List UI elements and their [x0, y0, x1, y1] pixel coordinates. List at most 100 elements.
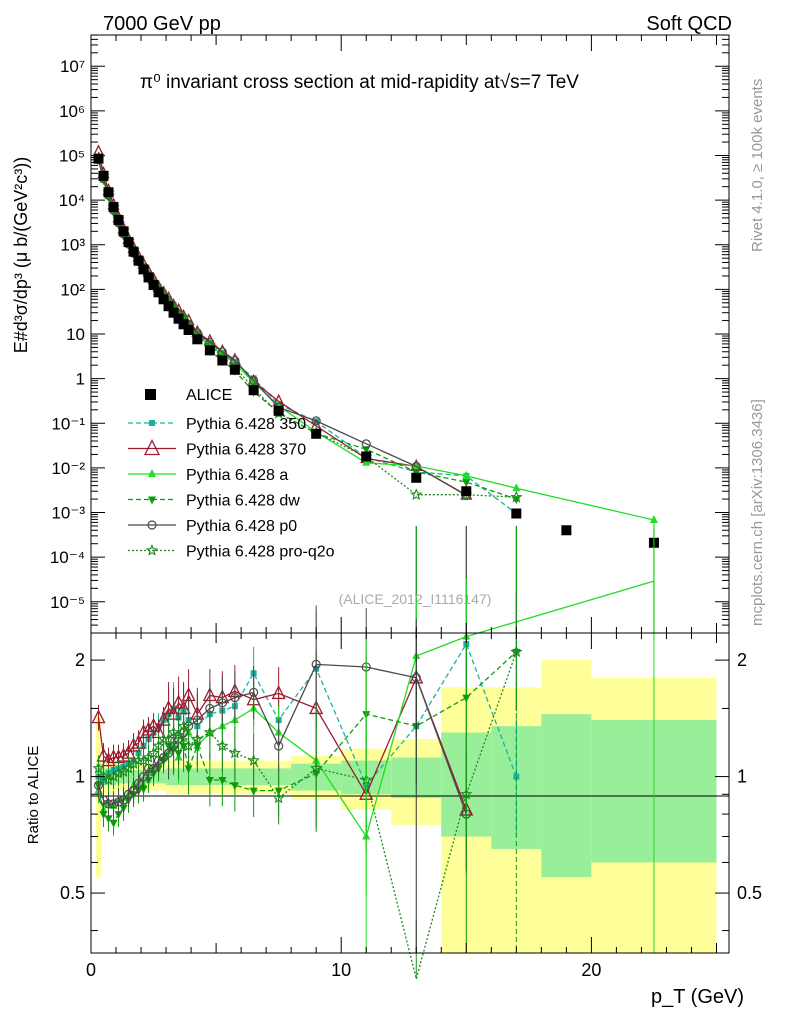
data-points — [93, 153, 659, 548]
marker-triangle-down — [218, 776, 227, 785]
marker-circle — [411, 461, 421, 471]
y-tick-label: 10⁶ — [59, 102, 85, 121]
ratio-tick-label: 1 — [75, 767, 85, 787]
marker-square — [93, 153, 104, 164]
marker-triangle-down — [205, 776, 214, 785]
marker-square — [128, 246, 139, 257]
marker-star — [167, 726, 180, 738]
rivet-label: Rivet 4.1.0, ≥ 100k events — [749, 79, 766, 252]
legend-series: Pythia 6.428 350 Pythia 6.428 370 Pythia 6… — [128, 416, 335, 561]
marker-circle — [118, 795, 129, 805]
marker-square — [217, 355, 228, 366]
energy-label: 7000 GeV pp — [103, 13, 221, 35]
x-axis-title: p_T (GeV) — [651, 986, 744, 1008]
marker-star — [147, 746, 160, 759]
mcplots-label: mcplots.cern.ch [arXiv:1306.3436] — [749, 399, 766, 626]
series-line — [97, 158, 517, 515]
marker-triangle-open — [91, 709, 106, 724]
legend-alice-label: ALICE — [186, 387, 232, 404]
marker-triangle-down — [139, 785, 148, 794]
ratio-y-axis: 0.5 0.5 1 1 2 2 — [60, 650, 762, 932]
marker-circle — [249, 687, 259, 698]
ratio-tick-label: 0.5 — [737, 883, 762, 903]
marker-circle — [113, 797, 124, 807]
ratio-tick-label: 2 — [737, 650, 747, 670]
marker-square — [133, 255, 144, 266]
marker-star — [92, 761, 105, 774]
marker-square — [411, 472, 422, 483]
marker-star — [228, 746, 241, 759]
marker-triangle-down — [109, 819, 118, 828]
marker-triangle-open — [146, 717, 161, 732]
y-tick-label: 10⁻¹ — [51, 414, 85, 433]
marker-triangle — [148, 469, 156, 477]
legend-label: Pythia 6.428 a — [186, 467, 288, 484]
marker-square — [173, 313, 184, 324]
marker-star — [203, 726, 216, 738]
marker-triangle — [512, 483, 521, 492]
marker-circle — [230, 356, 240, 366]
marker-circle — [103, 799, 114, 809]
y-tick-label: 10⁻³ — [51, 504, 85, 523]
y-tick-label: 10³ — [60, 236, 85, 255]
marker-star — [107, 770, 120, 782]
marker-square — [248, 385, 259, 396]
marker-circle — [311, 416, 321, 426]
marker-star — [177, 719, 190, 732]
legend-label: Pythia 6.428 p0 — [186, 518, 297, 535]
marker-star — [145, 544, 159, 556]
marker-star — [172, 728, 185, 741]
watermark: (ALICE_2012_I1116147) — [339, 591, 492, 607]
y-tick-label: 10⁷ — [60, 57, 85, 76]
ratio-bands — [96, 660, 717, 953]
marker-triangle-open — [156, 711, 171, 726]
marker-star — [152, 739, 165, 752]
ratio-tick-label: 0.5 — [60, 883, 85, 903]
marker-triangle-open — [101, 752, 116, 767]
marker-square — [108, 202, 119, 213]
main-series — [92, 144, 658, 633]
marker-square — [229, 364, 240, 375]
marker-square — [149, 420, 155, 426]
legend-label: Pythia 6.428 dw — [186, 493, 300, 510]
marker-triangle-open — [271, 684, 286, 700]
marker-triangle-down — [462, 479, 471, 488]
marker-square — [163, 301, 174, 312]
marker-square — [561, 525, 572, 536]
marker-star — [162, 732, 175, 745]
marker-square — [113, 214, 124, 225]
ratio-tick-label: 1 — [737, 767, 747, 787]
marker-star — [117, 765, 130, 777]
marker-square — [361, 451, 372, 462]
marker-triangle-down — [362, 446, 371, 455]
legend-label: Pythia 6.428 pro-q2o — [186, 544, 335, 561]
main-plot: 10⁻⁵ 10⁻⁴ 10⁻³ 10⁻² 10⁻¹ 1 10 10² 10³ 10⁴ 10⁵ 10⁶ 10… — [11, 34, 730, 634]
y-tick-label: 10 — [66, 325, 85, 344]
marker-triangle-down — [114, 811, 123, 820]
marker-square — [192, 334, 203, 345]
marker-circle — [311, 659, 321, 669]
marker-square — [183, 324, 194, 335]
marker-square — [513, 773, 520, 780]
marker-square — [123, 237, 134, 248]
marker-circle — [274, 741, 284, 751]
legend-alice-marker — [145, 389, 156, 400]
marker-circle — [128, 785, 139, 796]
marker-triangle-down — [104, 815, 113, 824]
marker-square — [138, 264, 149, 275]
legend-label: Pythia 6.428 370 — [186, 442, 306, 459]
y-tick-label: 10² — [60, 280, 85, 299]
marker-square — [143, 272, 154, 283]
marker-star — [102, 773, 115, 786]
marker-star — [310, 761, 323, 774]
y-tick-label: 10⁴ — [59, 191, 85, 210]
marker-square — [98, 170, 109, 181]
ratio-tick-label: 2 — [75, 650, 85, 670]
marker-star — [410, 488, 423, 500]
marker-triangle — [462, 470, 471, 479]
marker-circle — [217, 698, 227, 708]
marker-star — [112, 766, 125, 779]
marker-triangle-down — [148, 496, 156, 505]
marker-triangle-open — [141, 721, 156, 736]
